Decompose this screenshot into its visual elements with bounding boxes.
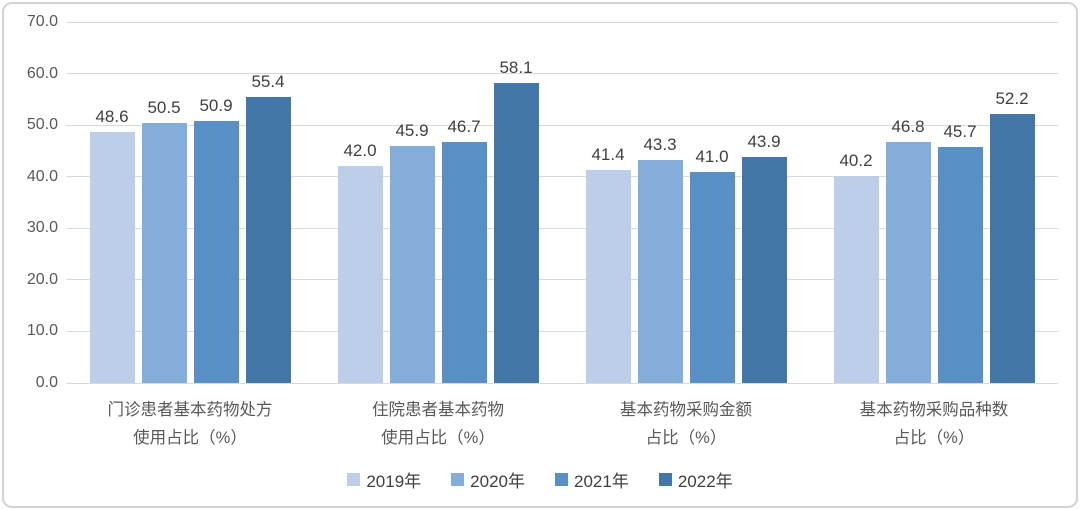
- y-tick-label: 20.0: [26, 270, 58, 288]
- gridline: [66, 124, 1058, 126]
- bar-2022年-group1: 55.4: [245, 72, 291, 383]
- legend-swatch-icon: [555, 473, 568, 486]
- bar-2022年-group4: 52.2: [989, 89, 1035, 383]
- x-axis: 门诊患者基本药物处方 使用占比（%） 住院患者基本药物 使用占比（%） 基本药物采购…: [66, 396, 1058, 452]
- y-tick-label: 40.0: [26, 167, 58, 185]
- x-category-label-3: 基本药物采购金额 占比（%）: [620, 401, 752, 447]
- legend-item-2019年: 2019年: [347, 467, 421, 492]
- plot-area: 48.6 50.5 50.9 55.4 42.0 45.9 46.7 58.1 41.4 43.3…: [66, 21, 1058, 384]
- bar-2021年-group2: 46.7: [441, 117, 487, 383]
- bar-2020年-group2: 45.9: [389, 121, 435, 383]
- bar-2020年-group4: 46.8: [885, 117, 931, 383]
- bar-2020年-group3: 43.3: [637, 135, 683, 383]
- gridline: [66, 73, 1058, 75]
- y-tick-label: 10.0: [26, 322, 58, 340]
- legend-item-2020年: 2020年: [451, 467, 525, 492]
- gridline: [66, 330, 1058, 332]
- legend-item-2021年: 2021年: [555, 467, 629, 492]
- gridline: [66, 21, 1058, 23]
- bar-value-label: 42.0: [343, 141, 377, 161]
- bar-2019年-group1: 48.6: [89, 107, 135, 383]
- bar-value-label: 40.2: [839, 150, 873, 170]
- bar-2022年-group3: 43.9: [741, 132, 787, 383]
- bar-2022年-group2: 58.1: [493, 58, 539, 383]
- bar-value-label: 52.2: [995, 88, 1029, 108]
- legend-label: 2022年: [677, 472, 733, 491]
- legend-swatch-icon: [451, 473, 465, 486]
- bar-value-label: 43.3: [643, 134, 677, 154]
- x-category-label-2: 住院患者基本药物 使用占比（%）: [372, 401, 504, 447]
- bar-2019年-group2: 42.0: [337, 141, 383, 383]
- bar-2021年-group4: 45.7: [937, 122, 983, 383]
- bar-2021年-group1: 50.9: [193, 96, 239, 383]
- legend-item-2022年: 2022年: [658, 467, 733, 492]
- gridline: [66, 176, 1058, 178]
- bar-2019年-group3: 41.4: [585, 145, 631, 383]
- bar-value-label: 48.6: [95, 107, 129, 127]
- bar-groups: 48.6 50.5 50.9 55.4 42.0 45.9 46.7 58.1 41.4 43.3…: [66, 22, 1058, 383]
- bar-value-label: 50.5: [147, 97, 181, 117]
- bar-2021年-group3: 41.0: [689, 147, 735, 383]
- gridline: [66, 382, 1058, 384]
- legend-label: 2020年: [470, 472, 525, 491]
- bar-value-label: 43.9: [747, 131, 781, 151]
- legend-label: 2021年: [574, 472, 629, 491]
- bar-group-1: 48.6 50.5 50.9 55.4: [66, 22, 314, 383]
- gridline: [66, 227, 1058, 229]
- bar-value-label: 55.4: [251, 72, 285, 92]
- legend: 2019年 2020年 2021年 2022年: [4, 467, 1076, 492]
- bar-value-label: 45.7: [943, 122, 977, 142]
- y-tick-label: 60.0: [26, 64, 58, 82]
- bar-value-label: 58.1: [499, 58, 533, 78]
- bar-2020年-group1: 50.5: [141, 98, 187, 383]
- legend-swatch-icon: [347, 473, 361, 486]
- legend-label: 2019年: [366, 472, 422, 491]
- bar-2019年-group4: 40.2: [833, 151, 879, 383]
- legend-swatch-icon: [658, 473, 672, 486]
- y-tick-label: 0.0: [35, 374, 58, 391]
- bar-value-label: 46.7: [447, 117, 481, 137]
- bar-value-label: 45.9: [395, 121, 429, 141]
- gridline: [66, 279, 1058, 281]
- bar-group-3: 41.4 43.3 41.0 43.9: [562, 22, 810, 383]
- x-category-label-4: 基本药物采购品种数 占比（%）: [859, 401, 1009, 447]
- bar-value-label: 50.9: [199, 95, 233, 115]
- bar-value-label: 46.8: [891, 116, 925, 136]
- y-tick-label: 70.0: [26, 13, 58, 30]
- y-tick-label: 30.0: [26, 219, 58, 237]
- bar-value-label: 41.0: [695, 146, 729, 166]
- bar-group-4: 40.2 46.8 45.7 52.2: [810, 22, 1058, 383]
- y-axis: 0.0 10.0 20.0 30.0 40.0 50.0 60.0 70.0: [4, 13, 58, 391]
- bar-value-label: 41.4: [591, 144, 625, 164]
- y-tick-label: 50.0: [26, 116, 58, 134]
- x-category-label-1: 门诊患者基本药物处方 使用占比（%）: [107, 401, 273, 447]
- bar-group-2: 42.0 45.9 46.7 58.1: [314, 22, 562, 383]
